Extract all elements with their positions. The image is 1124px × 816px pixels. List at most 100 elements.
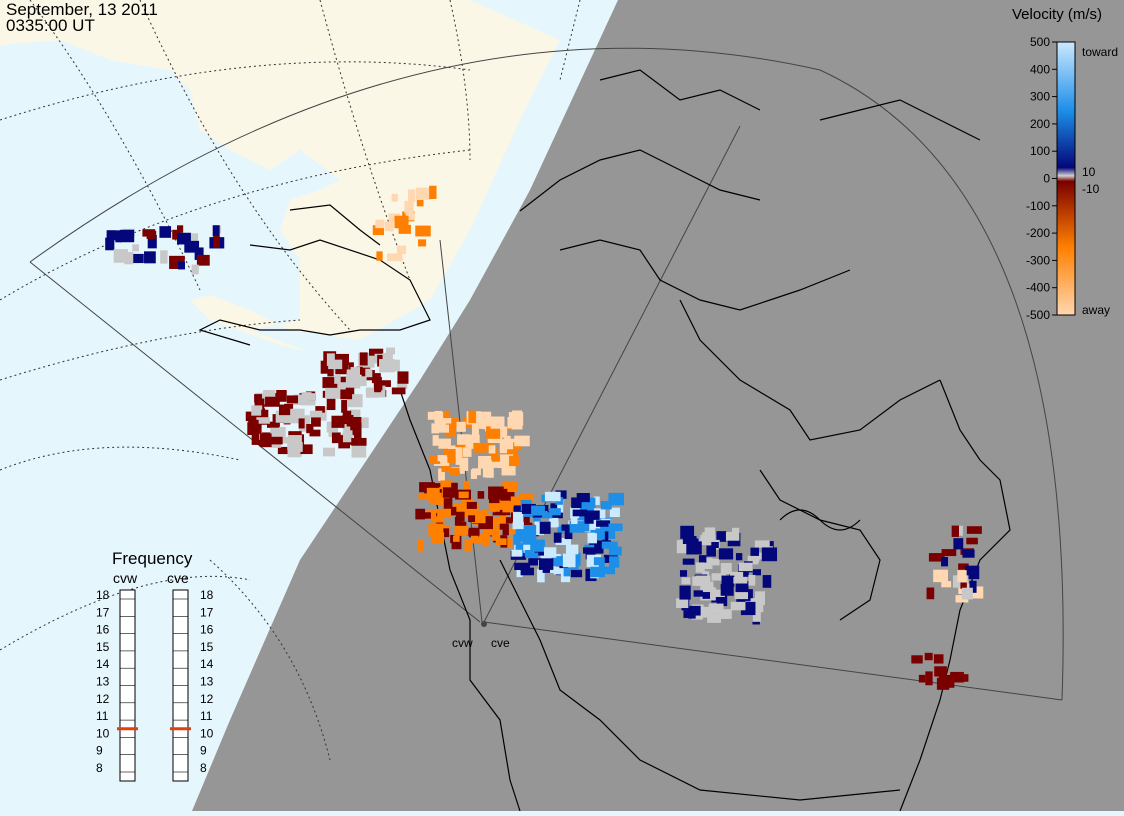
velocity-cell	[287, 437, 295, 450]
velocity-cell	[488, 456, 503, 468]
velocity-cell	[750, 547, 760, 556]
velocity-cell	[941, 556, 949, 567]
velocity-cell	[762, 575, 772, 588]
velocity-cell	[350, 367, 360, 378]
velocity-cell	[159, 226, 172, 238]
velocity-legend-title: Velocity (m/s)	[1012, 6, 1103, 23]
velocity-cell	[754, 540, 770, 548]
velocity-cell	[418, 493, 434, 500]
velocity-cell	[542, 512, 553, 519]
velocity-cell	[576, 492, 590, 503]
velocity-cell	[563, 567, 571, 577]
velocity-cell	[711, 596, 726, 603]
velocity-cell	[477, 491, 485, 499]
velocity-cell	[304, 393, 316, 401]
velocity-cell	[492, 526, 501, 541]
velocity-cell	[548, 508, 561, 516]
velocity-cell	[418, 512, 431, 519]
velocity-cell	[918, 674, 926, 683]
velocity-cell	[172, 229, 181, 240]
velocity-cell	[934, 666, 947, 677]
velocity-cell	[464, 539, 473, 551]
velocity-cell	[609, 556, 620, 568]
velocity-ticks: 500 400 300 200 100 0 -100 -200 -300 -400 -500	[1026, 35, 1057, 322]
velocity-cell	[328, 359, 343, 370]
velocity-cell	[534, 521, 545, 536]
velocity-cell	[516, 569, 523, 578]
velocity-cell	[177, 232, 191, 245]
velocity-cell	[431, 516, 444, 523]
velocity-cell	[442, 487, 457, 498]
velocity-cell	[382, 352, 393, 362]
velocity-cell	[926, 587, 935, 600]
velocity-cell	[341, 400, 348, 413]
velocity-cell	[105, 237, 115, 251]
velocity-cell	[325, 387, 341, 399]
velocity-cell	[415, 187, 432, 200]
velocity-cell	[440, 480, 453, 489]
velocity-cell	[462, 447, 472, 457]
velocity-tick-label: 300	[1030, 90, 1050, 104]
velocity-cell	[482, 466, 490, 478]
velocity-cell	[706, 545, 716, 557]
velocity-cell	[351, 437, 367, 446]
velocity-cell	[506, 442, 522, 451]
date-label: September, 13 2011	[6, 0, 158, 19]
frequency-level-label: 14	[96, 657, 110, 671]
header: September, 13 2011 0335:00 UT	[6, 0, 158, 35]
velocity-cell	[561, 524, 574, 531]
velocity-cell	[465, 529, 480, 536]
velocity-cell	[387, 253, 400, 261]
velocity-cell	[350, 409, 361, 420]
daylight-land	[0, 0, 560, 352]
velocity-cell	[447, 448, 456, 463]
velocity-cell	[331, 415, 345, 428]
velocity-cell	[315, 406, 325, 413]
velocity-cell	[468, 434, 480, 449]
velocity-cell	[482, 524, 496, 536]
velocity-cell	[502, 441, 514, 450]
velocity-cell	[458, 491, 469, 499]
velocity-cell	[752, 569, 762, 576]
velocity-cell	[570, 569, 583, 578]
velocity-cell	[701, 557, 713, 569]
time-label: 0335:00 UT	[6, 16, 95, 35]
velocity-cell	[531, 505, 545, 516]
velocity-cell	[432, 435, 439, 446]
velocity-cell	[583, 547, 596, 554]
freq-station-cve: cve	[167, 570, 189, 586]
velocity-cell	[278, 404, 291, 416]
velocity-cell	[435, 421, 445, 428]
frequency-legend-title: Frequency	[112, 549, 193, 568]
velocity-cell	[471, 511, 486, 524]
frequency-level-label: 18	[96, 588, 110, 602]
velocity-cell	[478, 455, 492, 469]
velocity-cell	[953, 538, 964, 550]
velocity-cell	[373, 384, 381, 391]
velocity-cell	[279, 426, 286, 438]
velocity-tick-label: -500	[1026, 308, 1050, 322]
station-label-cve: cve	[491, 636, 510, 650]
frequency-level-label: 8	[200, 761, 207, 775]
frequency-level-label: 16	[96, 623, 110, 637]
velocity-cell	[376, 251, 383, 261]
velocity-cell	[700, 606, 713, 618]
velocity-cell	[702, 592, 711, 599]
velocity-cell	[600, 501, 612, 510]
velocity-cell	[499, 523, 509, 530]
frequency-level-label: 13	[200, 675, 214, 689]
velocity-cell	[735, 580, 749, 595]
velocity-cell	[160, 250, 168, 264]
velocity-cell	[734, 592, 749, 600]
velocity-cell	[555, 537, 572, 545]
velocity-cell	[512, 511, 524, 524]
velocity-cell	[738, 562, 753, 572]
velocity-cell	[318, 406, 327, 421]
velocity-cell	[391, 387, 406, 395]
velocity-cell	[933, 654, 944, 664]
velocity-cell	[455, 451, 462, 465]
velocity-cell	[609, 507, 620, 518]
velocity-cell	[277, 446, 290, 455]
velocity-tick-label: -100	[1026, 199, 1050, 213]
